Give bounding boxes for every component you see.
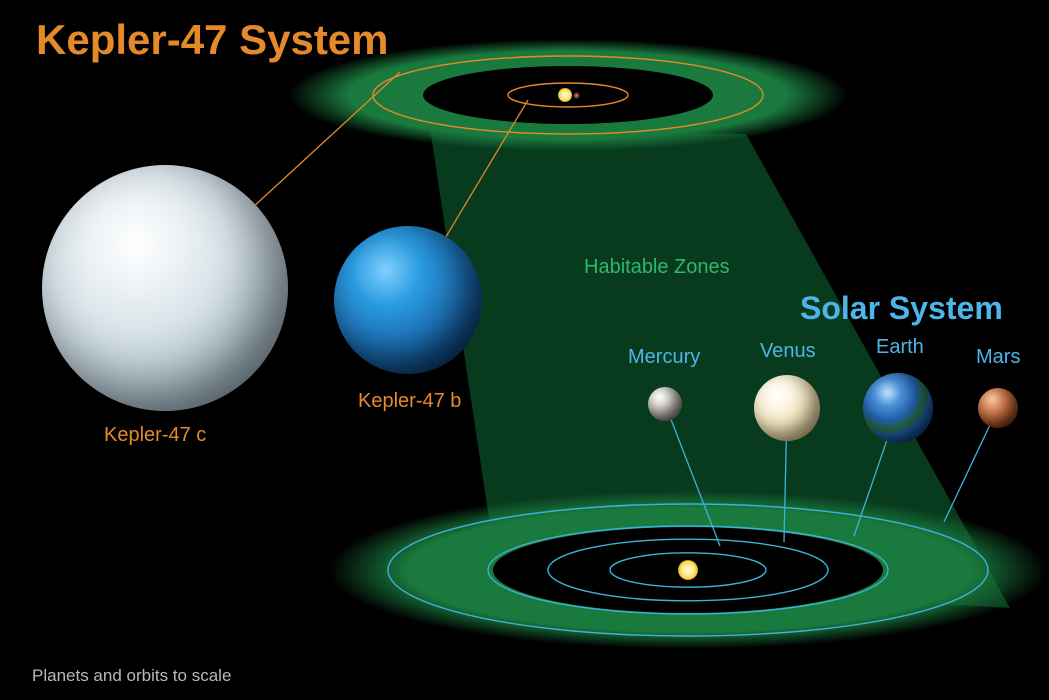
earth-label: Earth — [876, 336, 924, 359]
venus-planet — [754, 375, 820, 441]
scale-footnote: Planets and orbits to scale — [32, 666, 231, 686]
kepler-47c-label: Kepler-47 c — [104, 424, 206, 447]
mars-leader — [944, 426, 989, 522]
earth-planet — [863, 373, 933, 443]
mercury-label: Mercury — [628, 346, 700, 369]
kepler-title: Kepler-47 System — [36, 16, 389, 64]
kepler-47b-leader — [446, 100, 528, 237]
venus-leader — [784, 441, 786, 542]
kepler-47c-planet — [42, 165, 288, 411]
mars-label: Mars — [976, 346, 1020, 369]
solar-system-title: Solar System — [800, 290, 1003, 327]
venus-label: Venus — [760, 340, 816, 363]
earth-leader — [854, 441, 887, 536]
kepler-star-secondary — [573, 92, 580, 99]
kepler-47b-planet — [334, 226, 482, 374]
sun-star — [678, 560, 698, 580]
mercury-leader — [671, 420, 720, 546]
habitable-zones-label: Habitable Zones — [584, 256, 730, 279]
kepler-47c-leader — [256, 72, 400, 205]
kepler-47b-label: Kepler-47 b — [358, 390, 461, 413]
kepler-star-primary — [558, 88, 572, 102]
habitable-zone-connector — [430, 128, 1010, 608]
mercury-planet — [648, 387, 682, 421]
mars-planet — [978, 388, 1018, 428]
